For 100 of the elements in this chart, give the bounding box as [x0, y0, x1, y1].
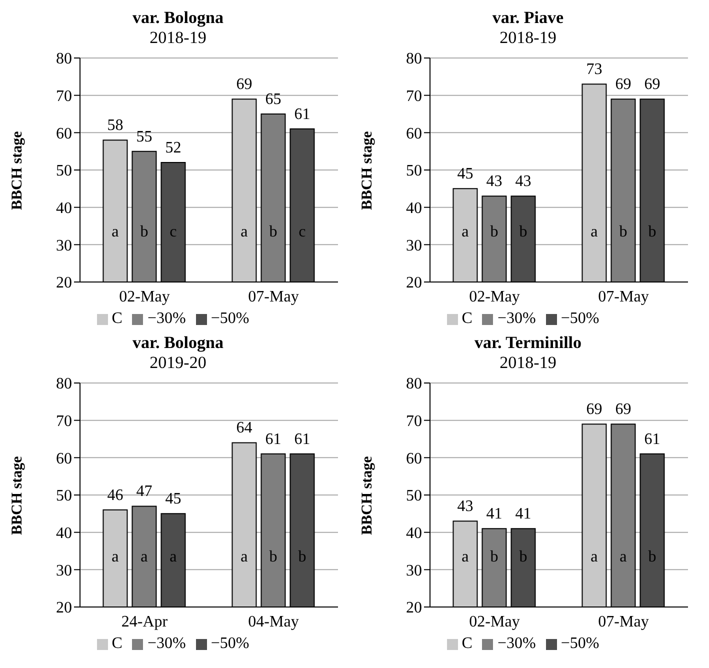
- annotation: b: [269, 548, 278, 566]
- chart-subtitle: 2019-20: [148, 353, 208, 373]
- y-tick-label: 40: [56, 200, 72, 218]
- chart-subtitle: 2018-19: [148, 28, 208, 48]
- data-label: 52: [165, 140, 182, 157]
- annotation: a: [620, 548, 627, 566]
- y-tick-label: 60: [406, 450, 422, 468]
- data-label: 73: [586, 61, 602, 78]
- chart-subtitle: 2018-19: [498, 28, 558, 48]
- legend-label: −50%: [560, 310, 600, 327]
- y-tick-label: 30: [56, 562, 72, 580]
- annotation: b: [490, 224, 498, 240]
- annotation: c: [170, 224, 177, 240]
- legend-label: −50%: [560, 635, 600, 652]
- chart-title: var. Terminillo: [473, 333, 583, 353]
- y-tick-label: 20: [406, 600, 422, 617]
- legend-label: −30%: [497, 635, 536, 652]
- x-tick-label: 04-May: [248, 613, 299, 630]
- legend-label: −50%: [210, 310, 250, 327]
- data-label: 43: [486, 173, 502, 190]
- y-axis-title: BBCH stage: [359, 130, 376, 210]
- x-tick-label: 02-May: [469, 288, 520, 306]
- y-tick-label: 50: [56, 162, 72, 180]
- data-label: 41: [515, 506, 532, 523]
- x-tick-label: 02-May: [469, 613, 520, 630]
- annotation: b: [490, 548, 498, 566]
- legend-label: −30%: [147, 635, 186, 652]
- annotation: b: [140, 224, 148, 240]
- legend-label: −30%: [147, 310, 186, 327]
- annotation: b: [519, 224, 528, 240]
- y-tick-label: 40: [56, 525, 72, 542]
- x-tick-label: 07-May: [598, 613, 649, 630]
- y-tick-label: 60: [56, 450, 72, 468]
- annotation: a: [590, 548, 598, 566]
- annotation: a: [170, 548, 177, 566]
- annotation: b: [619, 224, 628, 240]
- chart-title: var. Piave: [491, 8, 565, 28]
- chart-title: var. Bologna: [131, 8, 224, 28]
- data-label: 64: [236, 420, 252, 437]
- data-label: 69: [236, 76, 252, 94]
- data-label: 61: [265, 430, 282, 448]
- y-axis-title: BBCH stage: [9, 130, 26, 210]
- data-label: 43: [515, 173, 532, 190]
- y-tick-label: 70: [406, 413, 422, 430]
- y-tick-label: 30: [406, 562, 422, 580]
- y-tick-label: 60: [406, 125, 422, 142]
- y-tick-label: 50: [406, 488, 422, 505]
- y-tick-label: 50: [406, 162, 422, 180]
- y-tick-label: 50: [56, 488, 72, 505]
- legend-label: −50%: [210, 635, 250, 652]
- chart-title: var. Bologna: [131, 333, 224, 353]
- data-label: 61: [294, 430, 310, 448]
- annotation: b: [648, 548, 656, 566]
- y-tick-label: 70: [56, 413, 72, 430]
- data-label: 47: [136, 483, 152, 500]
- y-tick-label: 40: [406, 200, 422, 218]
- y-axis-title: BBCH stage: [9, 456, 26, 535]
- annotation: c: [298, 224, 306, 240]
- legend-label: −30%: [497, 310, 536, 327]
- data-label: 45: [165, 490, 182, 508]
- annotation: a: [140, 548, 148, 566]
- legend-label: C: [112, 635, 122, 652]
- y-tick-label: 80: [406, 376, 422, 393]
- y-tick-label: 80: [56, 50, 72, 68]
- legend-label: C: [462, 635, 472, 652]
- annotation: a: [112, 548, 119, 566]
- y-tick-label: 20: [56, 600, 72, 617]
- data-label: 55: [136, 128, 152, 146]
- x-tick-label: 02-May: [119, 288, 170, 306]
- annotation: a: [112, 224, 119, 240]
- annotation: a: [240, 224, 248, 240]
- data-label: 69: [615, 76, 632, 94]
- data-label: 65: [265, 91, 282, 108]
- y-tick-label: 30: [56, 237, 72, 254]
- annotation: b: [269, 224, 278, 240]
- data-label: 46: [107, 486, 124, 504]
- y-axis-title: BBCH stage: [359, 456, 376, 535]
- annotation: b: [519, 548, 528, 566]
- data-label: 69: [615, 401, 632, 418]
- y-tick-label: 20: [406, 274, 422, 292]
- x-tick-label: 07-May: [248, 288, 299, 306]
- y-tick-label: 20: [56, 274, 72, 292]
- data-label: 58: [107, 117, 124, 134]
- legend-label: C: [462, 310, 472, 327]
- annotation: a: [462, 224, 469, 240]
- data-label: 69: [586, 401, 602, 418]
- data-label: 61: [644, 430, 660, 448]
- annotation: a: [240, 548, 248, 566]
- y-tick-label: 70: [406, 88, 422, 106]
- annotation: b: [648, 224, 656, 240]
- y-tick-label: 80: [406, 50, 422, 68]
- y-tick-label: 30: [406, 237, 422, 254]
- y-tick-label: 80: [56, 376, 72, 393]
- annotation: b: [298, 548, 306, 566]
- annotation: a: [590, 224, 598, 240]
- data-label: 69: [644, 76, 660, 94]
- legend-label: C: [112, 310, 122, 327]
- data-label: 45: [457, 166, 474, 183]
- data-label: 61: [294, 106, 310, 123]
- x-tick-label: 24-Apr: [121, 613, 168, 630]
